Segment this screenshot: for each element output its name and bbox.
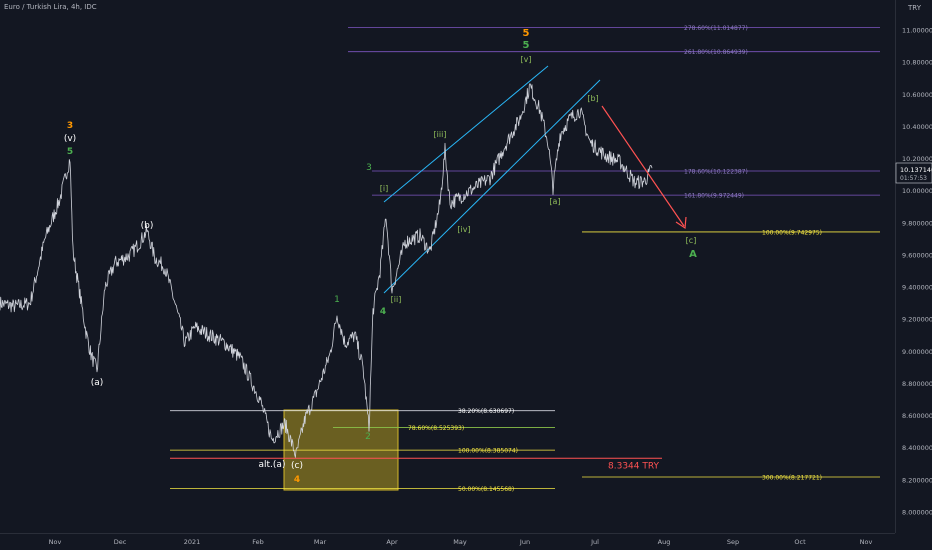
- x-tick-label: 2021: [184, 538, 201, 546]
- trend-channel: [383, 65, 601, 294]
- wave-label: (c): [291, 461, 303, 471]
- y-tick-label: 10.600000: [902, 91, 932, 99]
- fib-level-label: 38.20%(8.630697): [458, 408, 514, 415]
- y-tick-label: 8.400000: [902, 444, 932, 452]
- fib-level-label: 100.00%(9.742975): [762, 229, 822, 236]
- wave-label: [ii]: [391, 295, 402, 304]
- wave-label: [i]: [380, 184, 388, 193]
- wave-label: [c]: [686, 236, 697, 245]
- wave-label: 3: [67, 121, 73, 131]
- fib-level-label: 278.60%(11.014877): [684, 25, 748, 32]
- y-tick-label: 9.400000: [902, 284, 932, 292]
- wave-label: 5: [67, 147, 73, 157]
- wave-label: 4: [380, 307, 386, 317]
- x-tick-label: Nov: [49, 538, 62, 546]
- channel-lower-line: [383, 79, 601, 294]
- wave-label: alt.(a): [259, 460, 286, 470]
- wave-label: [iii]: [434, 130, 447, 139]
- last-price-value: 10.137140: [900, 166, 932, 174]
- wave-label: 3: [366, 163, 372, 173]
- fibonacci-levels: 278.60%(11.014877)261.80%(10.864939)178.…: [170, 25, 880, 493]
- fib-level-label: 161.80%(9.972449): [684, 193, 744, 200]
- y-tick-label: 10.000000: [902, 187, 932, 195]
- last-price-countdown: 01:57:53: [900, 175, 927, 182]
- fib-level-label: 178.60%(10.122387): [684, 169, 748, 176]
- wave-label: (a): [91, 378, 104, 388]
- y-tick-label: 10.400000: [902, 123, 932, 131]
- fib-level-label: 100.00%(8.385074): [458, 448, 518, 455]
- x-tick-label: Oct: [794, 538, 806, 546]
- x-tick-label: Jul: [590, 538, 599, 546]
- wave-label: (v): [64, 134, 76, 144]
- fib-level-label: 78.60%(8.525393): [408, 425, 464, 432]
- x-tick-label: Jun: [519, 538, 530, 546]
- x-tick-label: Feb: [252, 538, 264, 546]
- x-tick-label: Mar: [314, 538, 327, 546]
- y-tick-label: 8.800000: [902, 380, 932, 388]
- fib-level-label: 300.00%(8.217721): [762, 475, 822, 482]
- x-tick-label: Sep: [727, 538, 739, 546]
- fib-level-label: 50.00%(8.145568): [458, 486, 514, 493]
- y-tick-label: 9.200000: [902, 316, 932, 324]
- currency-label: TRY: [908, 4, 921, 12]
- wave-label: 5: [523, 40, 530, 51]
- y-tick-label: 8.600000: [902, 412, 932, 420]
- y-tick-label: 10.200000: [902, 155, 932, 163]
- x-tick-label: Aug: [658, 538, 671, 546]
- wave-label: A: [689, 249, 697, 260]
- y-tick-label: 8.000000: [902, 509, 932, 517]
- support-line-label: 8.3344 TRY: [608, 461, 660, 471]
- y-tick-label: 10.800000: [902, 59, 932, 67]
- wave-label: [b]: [587, 94, 598, 103]
- wave-label: (b): [141, 221, 154, 231]
- price-series: [0, 83, 653, 458]
- x-tick-label: May: [453, 538, 467, 546]
- price-axis: 11.000000 10.800000 10.600000 10.400000 10.2…: [902, 27, 932, 517]
- y-tick-label: 9.000000: [902, 348, 932, 356]
- fib-level-label: 261.80%(10.864939): [684, 49, 748, 56]
- y-tick-label: 9.800000: [902, 219, 932, 227]
- wave-label: [a]: [549, 197, 560, 206]
- x-tick-label: Apr: [386, 538, 398, 546]
- y-tick-label: 11.000000: [902, 27, 932, 35]
- channel-upper-line: [383, 65, 549, 203]
- x-tick-label: Nov: [860, 538, 873, 546]
- time-axis: Nov Dec 2021 Feb Mar Apr May Jun Jul Aug Sep Oct Nov: [49, 538, 873, 546]
- x-tick-label: Dec: [114, 538, 127, 546]
- wave-labels: 3 (v) 5 (a) (b) alt.(a) (c) 4 1 2 3 4 [i] [ii] [iii] [i…: [64, 28, 697, 485]
- price-line: [0, 83, 653, 458]
- last-price-tag: 10.137140 01:57:53: [895, 162, 932, 184]
- y-tick-label: 8.200000: [902, 476, 932, 484]
- wave-label: [iv]: [457, 225, 470, 234]
- y-tick-label: 9.600000: [902, 251, 932, 259]
- wave-label: 5: [523, 28, 530, 39]
- wave-label: [v]: [521, 55, 532, 64]
- wave-label: 1: [334, 295, 340, 305]
- projection-arrow: [601, 105, 687, 230]
- symbol-title: Euro / Turkish Lira, 4h, IDC: [4, 3, 97, 11]
- wave-label: 4: [294, 475, 300, 485]
- wave-label: 2: [365, 432, 371, 442]
